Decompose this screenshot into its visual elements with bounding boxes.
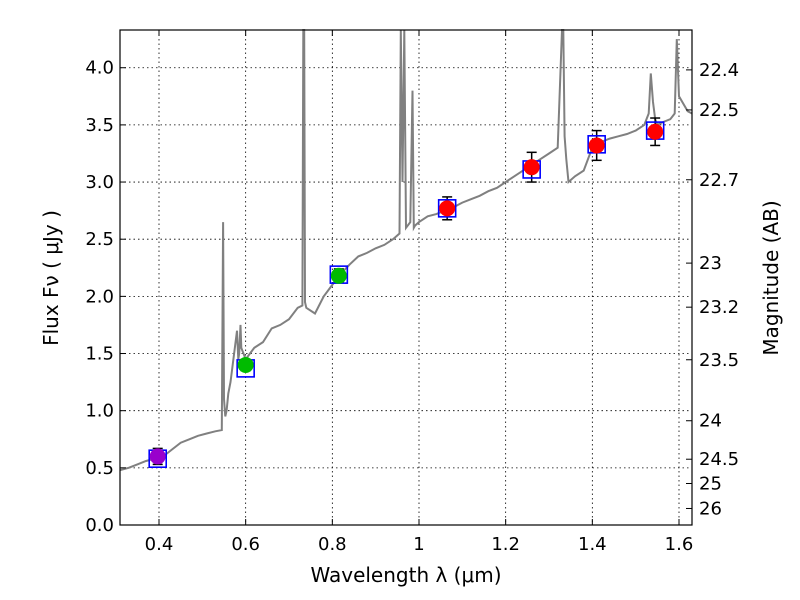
magnitude-axis-ticks: 22.4 22.5 22.7 23 23.2 23.5 24 24.5 25 26 xyxy=(686,60,739,519)
y-tick-label: 3.0 xyxy=(85,172,114,193)
y-tick-label: 3.5 xyxy=(85,115,114,136)
observed-photometry-point xyxy=(523,159,540,176)
observed-photometry-point xyxy=(237,356,254,373)
x-tick-label: 0.4 xyxy=(145,534,174,555)
plot-area xyxy=(119,29,693,472)
y-axis-ticks: 0.0 0.5 1.0 1.5 2.0 2.5 3.0 3.5 4.0 xyxy=(85,58,126,536)
magnitude-tick-label: 22.4 xyxy=(699,60,739,81)
grid xyxy=(120,30,692,526)
observed-photometry-point xyxy=(439,200,456,217)
observed-photometry-point xyxy=(330,267,347,284)
x-tick-label: 0.6 xyxy=(231,534,260,555)
magnitude-tick-label: 23.5 xyxy=(699,350,739,371)
magnitude-axis-label: Magnitude (AB) xyxy=(759,200,783,355)
magnitude-tick-label: 26 xyxy=(699,498,722,519)
y-tick-label: 2.0 xyxy=(85,286,114,307)
x-tick-label: 1.6 xyxy=(665,534,694,555)
y-tick-label: 0.0 xyxy=(85,515,114,536)
x-tick-label: 0.8 xyxy=(318,534,347,555)
y-tick-label: 0.5 xyxy=(85,458,114,479)
y-tick-label: 1.0 xyxy=(85,401,114,422)
data-points xyxy=(148,117,665,468)
magnitude-tick-label: 24.5 xyxy=(699,449,739,470)
x-axis-ticks: 0.4 0.6 0.8 1 1.2 1.4 1.6 xyxy=(145,30,694,555)
magnitude-tick-label: 23.2 xyxy=(699,297,739,318)
x-tick-label: 1.2 xyxy=(491,534,520,555)
observed-photometry-point xyxy=(588,137,605,154)
magnitude-tick-label: 22.7 xyxy=(699,170,739,191)
x-axis-label: Wavelength λ (μm) xyxy=(310,563,501,587)
y-tick-label: 2.5 xyxy=(85,229,114,250)
plot-frame xyxy=(119,29,693,526)
magnitude-tick-label: 22.5 xyxy=(699,100,739,121)
magnitude-tick-label: 25 xyxy=(699,473,722,494)
y-tick-label: 4.0 xyxy=(85,58,114,79)
model-photometry-square xyxy=(437,199,457,218)
spectrum-line xyxy=(119,29,693,472)
y-tick-label: 1.5 xyxy=(85,344,114,365)
observed-photometry-point xyxy=(149,448,166,465)
observed-photometry-point xyxy=(647,123,664,140)
magnitude-tick-label: 24 xyxy=(699,411,722,432)
x-tick-label: 1 xyxy=(413,534,424,555)
magnitude-tick-label: 23 xyxy=(699,253,722,274)
x-tick-label: 1.4 xyxy=(578,534,607,555)
y-axis-label: Flux Fν ( μJy ) xyxy=(39,210,63,346)
